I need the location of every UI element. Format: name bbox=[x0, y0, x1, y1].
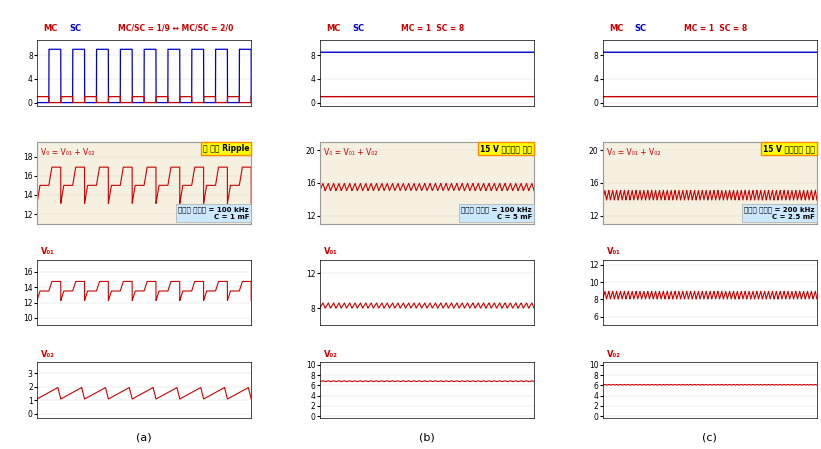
Text: V₀₂: V₀₂ bbox=[607, 350, 621, 359]
Text: V₀₁: V₀₁ bbox=[41, 247, 55, 256]
Text: SC: SC bbox=[352, 24, 364, 33]
Text: (c): (c) bbox=[702, 433, 718, 443]
Text: 스위칭 주파수 = 100 kHz
C = 1 mF: 스위칭 주파수 = 100 kHz C = 1 mF bbox=[178, 207, 249, 220]
Text: V₀₂: V₀₂ bbox=[41, 350, 55, 359]
Text: MC: MC bbox=[609, 24, 623, 33]
Text: V₀₂: V₀₂ bbox=[324, 350, 338, 359]
Text: MC: MC bbox=[326, 24, 341, 33]
Text: MC = 1  SC = 8: MC = 1 SC = 8 bbox=[401, 24, 465, 33]
Text: V₀ = V₀₁ + V₀₂: V₀ = V₀₁ + V₀₂ bbox=[41, 148, 94, 157]
Text: SC: SC bbox=[635, 24, 647, 33]
Text: MC = 1  SC = 8: MC = 1 SC = 8 bbox=[684, 24, 747, 33]
Text: 15 V 전압제어 가능: 15 V 전압제어 가능 bbox=[480, 144, 532, 153]
Text: 스위칭 주파수 = 100 kHz
C = 5 mF: 스위칭 주파수 = 100 kHz C = 5 mF bbox=[461, 207, 532, 220]
Text: SC: SC bbox=[69, 24, 81, 33]
Text: (a): (a) bbox=[136, 433, 152, 443]
Text: V₀₁: V₀₁ bbox=[607, 247, 621, 256]
Text: MC: MC bbox=[44, 24, 57, 33]
Text: 15 V 전압제어 가능: 15 V 전압제어 가능 bbox=[763, 144, 814, 153]
Text: (b): (b) bbox=[419, 433, 435, 443]
Text: MC/SC = 1/9 ↔ MC/SC = 2/0: MC/SC = 1/9 ↔ MC/SC = 2/0 bbox=[118, 24, 234, 33]
Text: V₀₁: V₀₁ bbox=[324, 247, 337, 256]
Text: 켈 전압 Ripple: 켈 전압 Ripple bbox=[203, 144, 249, 153]
Text: 스위칭 주파수 = 200 kHz
C = 2.5 mF: 스위칭 주파수 = 200 kHz C = 2.5 mF bbox=[745, 207, 814, 220]
Text: V₀ = V₀₁ + V₀₂: V₀ = V₀₁ + V₀₂ bbox=[607, 148, 660, 157]
Text: V₀ = V₀₁ + V₀₂: V₀ = V₀₁ + V₀₂ bbox=[324, 148, 378, 157]
